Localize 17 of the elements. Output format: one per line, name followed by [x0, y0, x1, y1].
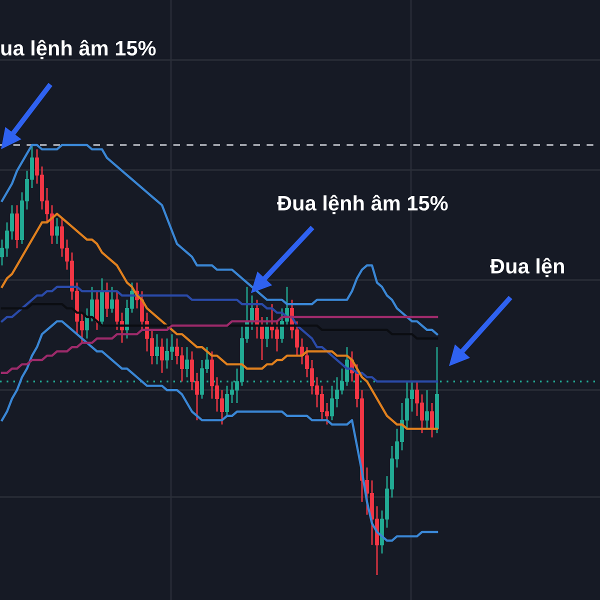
candlestick: [155, 334, 159, 365]
annotation: Đua lệnh âm 15%: [277, 194, 448, 214]
candlestick: [425, 389, 429, 430]
candlestick: [110, 286, 114, 314]
candlestick: [90, 286, 94, 322]
candlestick: [185, 346, 189, 378]
candlestick: [55, 217, 59, 245]
candlestick: [430, 402, 434, 438]
candlestick: [260, 316, 264, 361]
candlestick: [85, 308, 89, 340]
text: ua lệnh âm 15%: [1, 40, 156, 60]
candlestick: [265, 316, 269, 348]
candlestick: [105, 282, 109, 318]
candlestick: [95, 290, 99, 331]
candlestick: [250, 294, 254, 331]
candlestick: [160, 338, 164, 374]
text: Đua lện: [490, 258, 564, 278]
